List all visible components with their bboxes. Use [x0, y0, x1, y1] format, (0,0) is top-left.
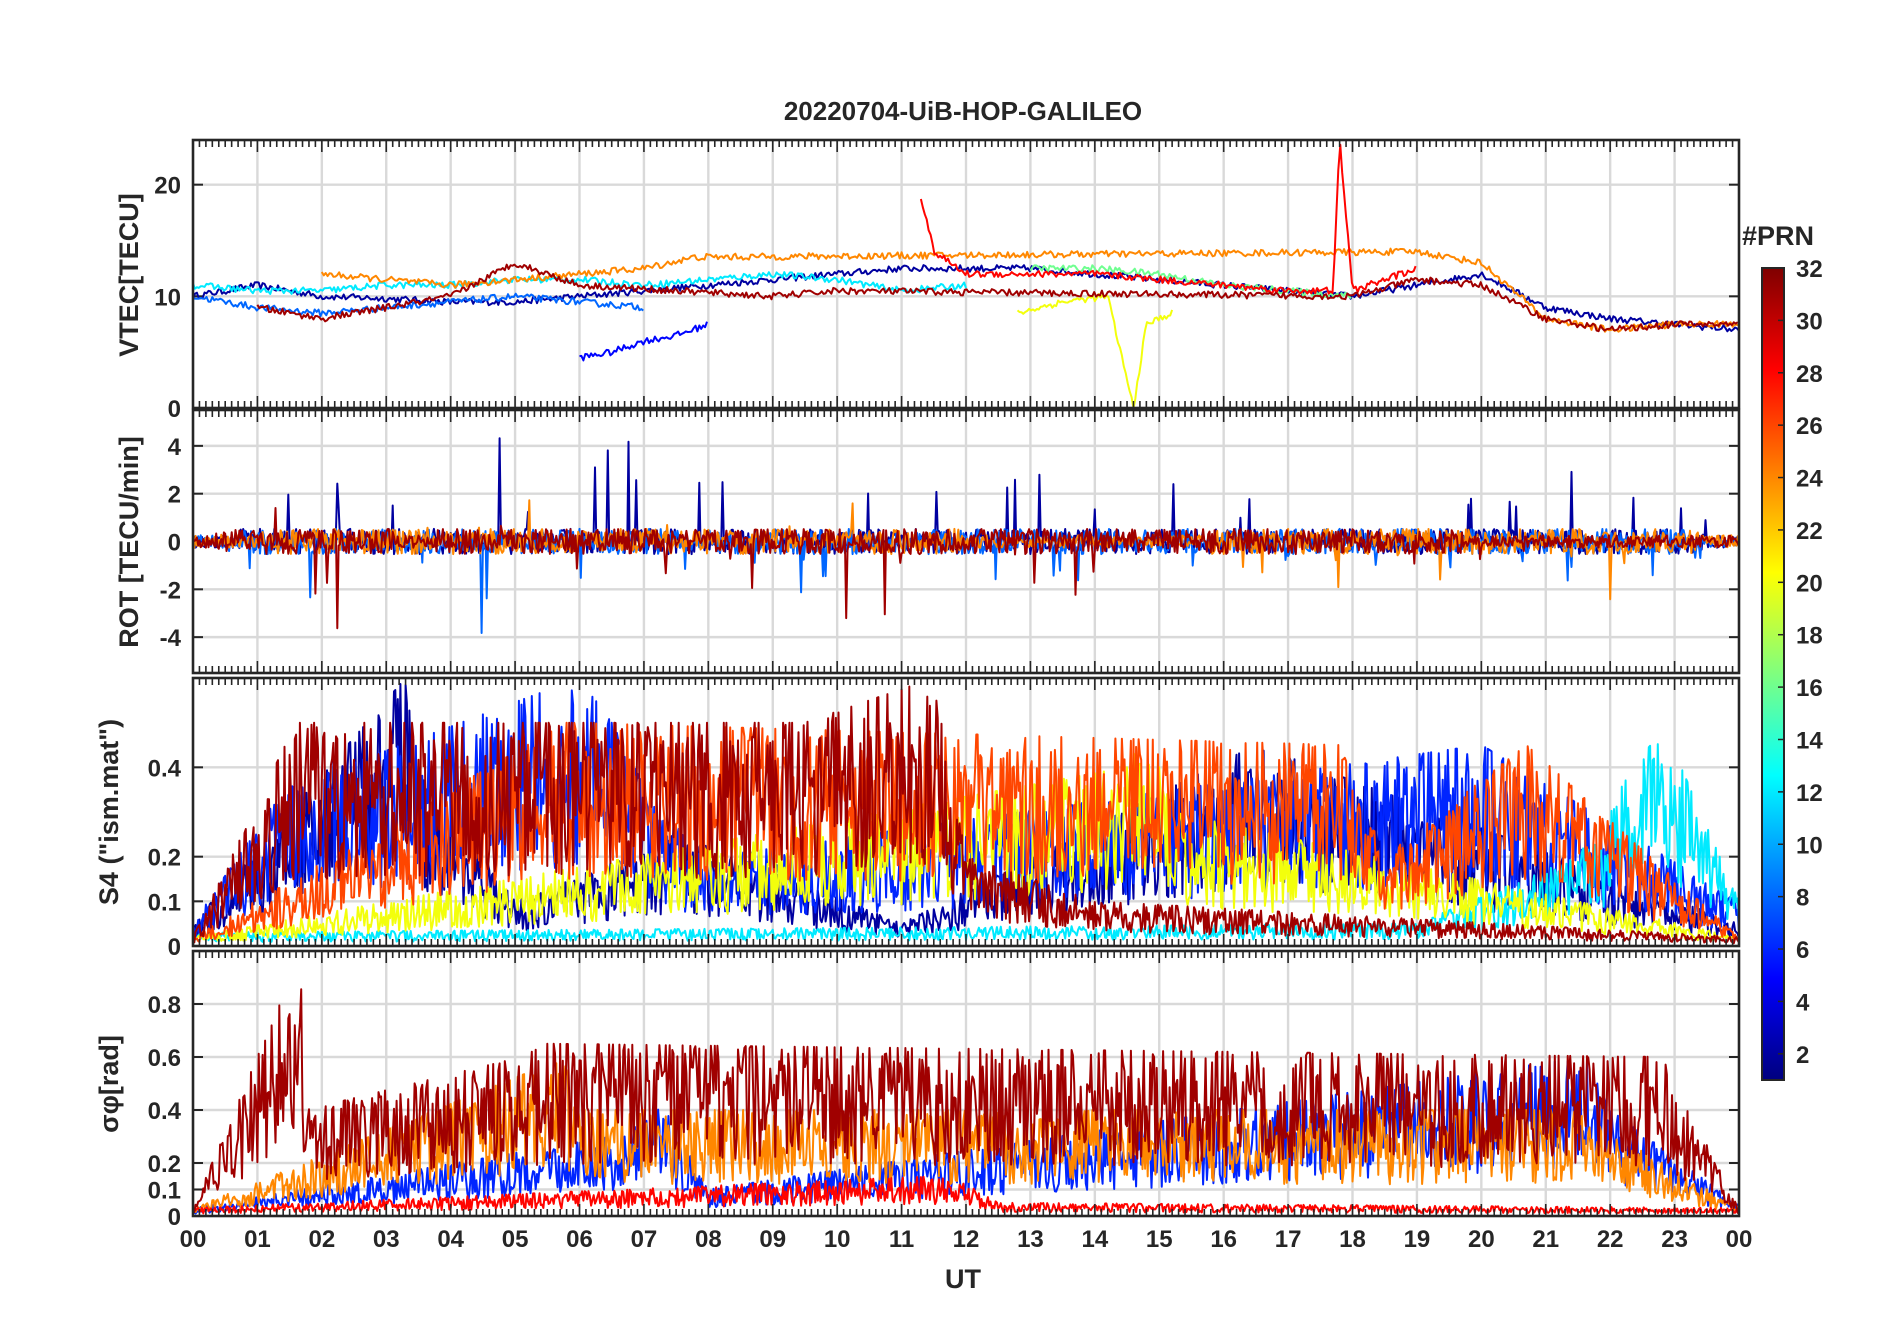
- colorbar-tick-label: 22: [1796, 518, 1823, 545]
- panel-rot-frame: [191, 408, 1741, 675]
- y-tick-label: 2: [168, 482, 181, 509]
- panel-vtec-frame: [191, 138, 1741, 410]
- x-tick-label: 02: [308, 1226, 335, 1253]
- colorbar-tick-label: 28: [1796, 361, 1823, 388]
- y-axis-label-vtec: VTEC[TECU]: [114, 193, 144, 357]
- x-tick-label: 21: [1532, 1226, 1559, 1253]
- panel-s4: 0 0.1 0.2 0.4 S4 ("ism.mat"): [94, 676, 1741, 961]
- x-tick-label: 15: [1146, 1226, 1173, 1253]
- y-tick-label: 0.4: [148, 1098, 182, 1125]
- x-tick-label: 00: [1726, 1226, 1753, 1253]
- colorbar-tick-label: 12: [1796, 780, 1823, 807]
- colorbar-tick-label: 14: [1796, 727, 1823, 754]
- series-line-prn-12: [193, 271, 967, 295]
- series-line-prn-6: [193, 1060, 1739, 1215]
- series-line-prn-26: [193, 721, 1739, 943]
- x-tick-label: 16: [1210, 1226, 1237, 1253]
- colorbar-tick-label: 26: [1796, 413, 1823, 440]
- x-tick-label: 01: [244, 1226, 271, 1253]
- x-tick-label: 10: [824, 1226, 851, 1253]
- y-tick-label: 0.8: [148, 992, 181, 1019]
- x-tick-label: 12: [953, 1226, 980, 1253]
- y-tick-label: 0: [168, 396, 181, 423]
- x-axis-tick-labels: 00 01 02 03 04 05 06 07 08 09 10 11 12 13 14 15 16 17 18 19…: [180, 1226, 1753, 1253]
- colorbar-tick-label: 30: [1796, 308, 1823, 335]
- x-tick-label: 23: [1661, 1226, 1688, 1253]
- y-tick-label: 0.1: [148, 1178, 181, 1205]
- series-line-prn-28: [919, 143, 1417, 295]
- colorbar-tick-label: 18: [1796, 623, 1823, 650]
- colorbar-tick-label: 32: [1796, 256, 1823, 283]
- colorbar-tick-label: 8: [1796, 885, 1809, 912]
- panel-sigma_phi: 00.10.2 0.4 0.6 0.8 σφ[rad]: [94, 949, 1741, 1231]
- series-line-prn-31: [193, 507, 1739, 630]
- y-tick-label: -2: [160, 577, 181, 604]
- y-tick-label: 0.6: [148, 1045, 181, 1072]
- panel-vtec: 0 10 20 VTEC[TECU]: [114, 138, 1741, 423]
- y-tick-label: 0: [168, 934, 181, 961]
- x-tick-label: 13: [1017, 1226, 1044, 1253]
- y-tick-label: 0.1: [148, 889, 181, 916]
- x-tick-label: 20: [1468, 1226, 1495, 1253]
- colorbar-tick-label: 6: [1796, 937, 1809, 964]
- x-tick-label: 19: [1404, 1226, 1431, 1253]
- series-line-prn-31: [193, 988, 1739, 1214]
- y-axis-label-s4: S4 ("ism.mat"): [94, 719, 124, 905]
- y-tick-label: 0: [168, 1204, 181, 1231]
- x-tick-label: 05: [502, 1226, 529, 1253]
- y-tick-label: -4: [160, 625, 182, 652]
- colorbar-tick-label: 24: [1796, 466, 1823, 493]
- y-tick-label: 0.2: [148, 1151, 181, 1178]
- y-tick-label: 0.2: [148, 845, 181, 872]
- x-tick-label: 04: [437, 1226, 464, 1253]
- colorbar-tick-label: 20: [1796, 570, 1823, 597]
- x-tick-label: 18: [1339, 1226, 1366, 1253]
- x-tick-label: 09: [759, 1226, 786, 1253]
- panel-rot-series: [193, 437, 1739, 634]
- y-tick-label: 10: [154, 284, 181, 311]
- x-tick-label: 03: [373, 1226, 400, 1253]
- x-tick-label: 07: [631, 1226, 658, 1253]
- y-tick-label: 0: [168, 530, 181, 557]
- x-tick-label: 06: [566, 1226, 593, 1253]
- x-tick-label: 17: [1275, 1226, 1302, 1253]
- colorbar-tick-label: 10: [1796, 832, 1823, 859]
- y-tick-label: 4: [168, 434, 182, 461]
- y-tick-label: 20: [154, 173, 181, 200]
- panel-s4-frame: [191, 676, 1741, 948]
- chart-title: 20220704-UiB-HOP-GALILEO: [784, 96, 1142, 126]
- x-tick-label: 14: [1081, 1226, 1108, 1253]
- colorbar-tick-label: 4: [1796, 989, 1810, 1016]
- series-line-prn-5: [579, 321, 708, 362]
- x-tick-label: 00: [180, 1226, 207, 1253]
- panel-rot: -4 -2 0 2 4 ROT [TECU/min]: [114, 408, 1741, 675]
- colorbar-label: #PRN: [1742, 221, 1814, 251]
- x-tick-label: 22: [1597, 1226, 1624, 1253]
- series-line-prn-24: [320, 247, 1739, 333]
- x-axis-label: UT: [945, 1264, 981, 1294]
- series-line-prn-20: [1016, 293, 1174, 408]
- panel-vtec-series: [193, 143, 1739, 408]
- series-line-prn-31: [256, 263, 1739, 333]
- y-tick-label: 0.4: [148, 755, 182, 782]
- y-axis-label-rot: ROT [TECU/min]: [114, 436, 144, 647]
- colorbar-tick-label: 2: [1796, 1042, 1809, 1069]
- colorbar-gradient: [1761, 267, 1785, 1081]
- x-tick-label: 11: [889, 1226, 914, 1253]
- y-axis-label-sigma_phi: σφ[rad]: [94, 1035, 124, 1133]
- colorbar-tick-label: 16: [1796, 675, 1823, 702]
- panel-sigma_phi-frame: [191, 949, 1741, 1218]
- x-tick-label: 08: [695, 1226, 722, 1253]
